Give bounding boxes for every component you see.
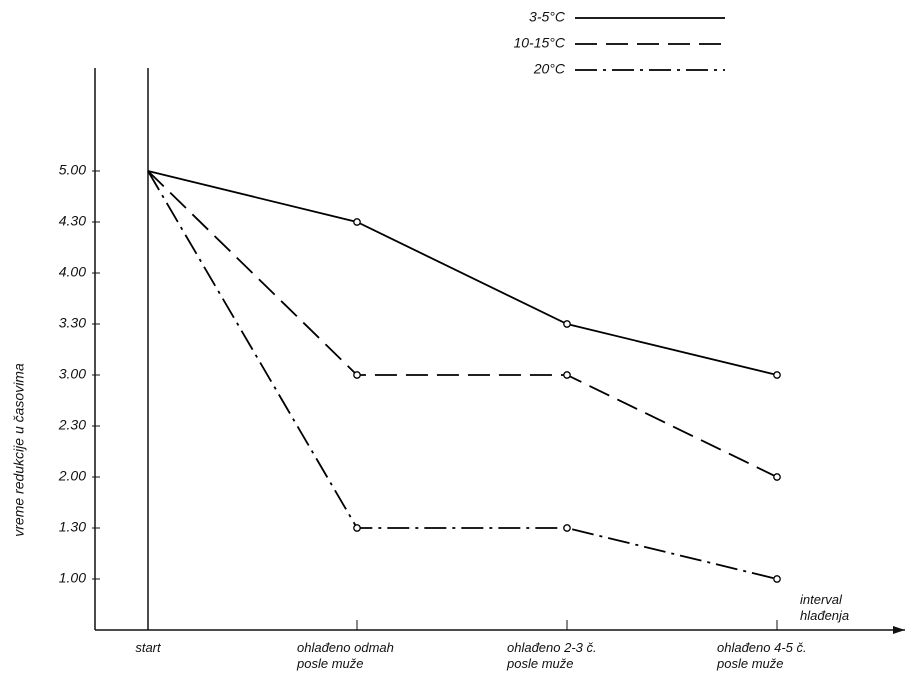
point [354,372,360,378]
point [774,474,780,480]
y-tick-label: 5.00 [59,162,86,178]
x-axis-title: interval hlađenja [800,592,849,624]
y-tick-label: 2.30 [58,417,86,433]
point [354,219,360,225]
chart: vreme redukcije u časovima 1.00 1.30 2.00 2… [0,0,907,679]
y-tick-label: 4.00 [59,264,86,280]
x-tick-label: start [88,640,208,656]
y-tick-label: 3.30 [59,315,86,331]
x-arrow [893,626,905,634]
series-line [148,171,777,375]
page: vreme redukcije u časovima 1.00 1.30 2.00 2… [0,0,907,679]
x-tick-label: ohlađeno 2-3 č. posle muže [507,640,627,672]
y-tick-label: 1.00 [59,570,86,586]
y-tick-label: 3.00 [59,366,86,382]
x-tick-label: ohlađeno 4-5 č. posle muže [717,640,837,672]
point [354,525,360,531]
series-line [148,171,777,477]
legend-label: 10-15°C [513,35,565,51]
y-tick-label: 2.00 [58,468,86,484]
point [564,525,570,531]
y-tick-label: 4.30 [59,213,86,229]
x-tick-label: ohlađeno odmah posle muže [297,640,417,672]
legend-label: 20°C [533,61,566,77]
series-line [148,171,777,579]
point [774,576,780,582]
point [774,372,780,378]
legend-label: 3-5°C [529,9,566,25]
y-tick-label: 1.30 [59,519,86,535]
point [564,372,570,378]
y-axis-title: vreme redukcije u časovima [11,363,27,537]
point [564,321,570,327]
